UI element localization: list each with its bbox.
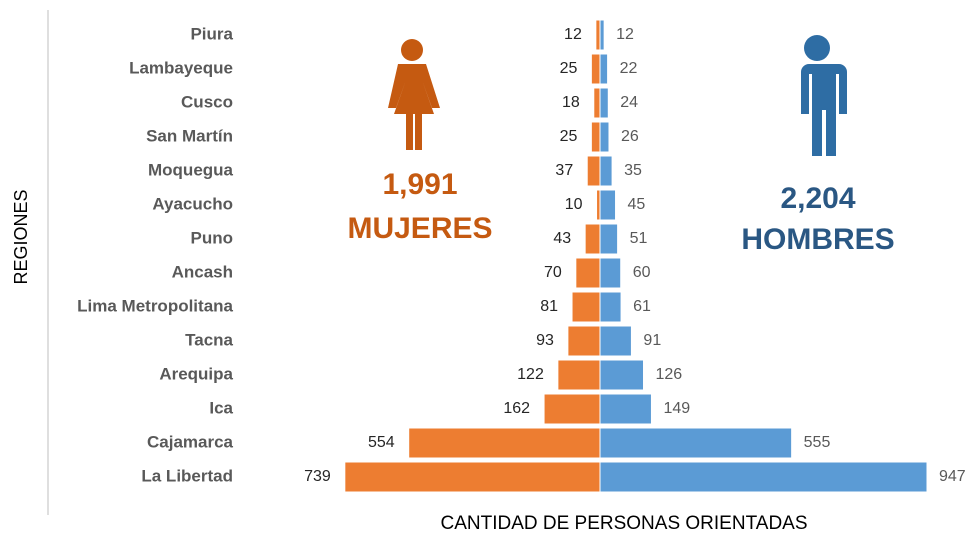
value-label: 37 [555, 162, 573, 179]
value-label: 24 [620, 94, 638, 111]
value-label: 61 [633, 298, 651, 315]
total-label: 1,991 [382, 168, 457, 201]
value-label: 93 [536, 332, 554, 349]
total-label: 2,204 [780, 182, 855, 215]
x-axis-label: CANTIDAD DE PERSONAS ORIENTADAS [440, 513, 807, 534]
category-label: Ica [209, 398, 233, 417]
bar [599, 461, 928, 493]
value-label: 43 [553, 230, 571, 247]
bar [575, 257, 601, 289]
bar [599, 427, 793, 459]
value-label: 35 [624, 162, 642, 179]
bar [599, 393, 652, 425]
value-label: 12 [564, 26, 582, 43]
bar [599, 155, 613, 187]
category-label: La Libertad [141, 466, 233, 485]
bar [584, 223, 601, 255]
value-label: 149 [663, 400, 690, 417]
category-label: Piura [190, 24, 233, 43]
bar [595, 19, 601, 51]
bar [599, 121, 610, 153]
bar [599, 53, 609, 85]
series-name: HOMBRES [741, 223, 894, 256]
value-label: 60 [633, 264, 651, 281]
value-label: 555 [804, 434, 831, 451]
value-label: 25 [560, 128, 578, 145]
category-label: Cajamarca [147, 432, 234, 451]
bar [408, 427, 601, 459]
bar [590, 121, 601, 153]
category-label: Lima Metropolitana [77, 296, 233, 315]
value-label: 947 [939, 468, 966, 485]
bar [586, 155, 601, 187]
series-name: MUJERES [347, 212, 492, 245]
category-label: Arequipa [159, 364, 233, 383]
value-label: 554 [368, 434, 395, 451]
value-label: 122 [517, 366, 544, 383]
bar [543, 393, 601, 425]
value-label: 70 [544, 264, 562, 281]
value-label: 739 [304, 468, 331, 485]
bar [599, 257, 622, 289]
category-label: Puno [191, 228, 234, 247]
bar [599, 223, 619, 255]
bar [599, 19, 605, 51]
category-label: Ancash [172, 262, 233, 281]
category-label: Ayacucho [152, 194, 233, 213]
bar [599, 325, 632, 357]
value-label: 12 [616, 26, 634, 43]
category-label: Cusco [181, 92, 233, 111]
bar [599, 359, 645, 391]
bar [590, 53, 601, 85]
bar [557, 359, 601, 391]
value-label: 162 [503, 400, 530, 417]
category-label: San Martín [146, 126, 233, 145]
category-label: Lambayeque [129, 58, 233, 77]
value-label: 25 [560, 60, 578, 77]
value-label: 81 [540, 298, 558, 315]
bar [599, 87, 609, 119]
value-label: 45 [628, 196, 646, 213]
value-label: 91 [643, 332, 661, 349]
bar [599, 189, 617, 221]
bar [593, 87, 601, 119]
bar [567, 325, 601, 357]
value-label: 22 [620, 60, 638, 77]
man-icon [795, 35, 847, 156]
bar [599, 291, 622, 323]
value-label: 18 [562, 94, 580, 111]
y-axis-label: REGIONES [11, 189, 31, 284]
bar [596, 189, 601, 221]
category-label: Tacna [185, 330, 233, 349]
value-label: 126 [656, 366, 683, 383]
value-label: 26 [621, 128, 639, 145]
value-label: 51 [630, 230, 648, 247]
bar [344, 461, 601, 493]
value-label: 10 [565, 196, 583, 213]
category-label: Moquegua [148, 160, 234, 179]
woman-icon [388, 39, 440, 150]
bar [571, 291, 601, 323]
